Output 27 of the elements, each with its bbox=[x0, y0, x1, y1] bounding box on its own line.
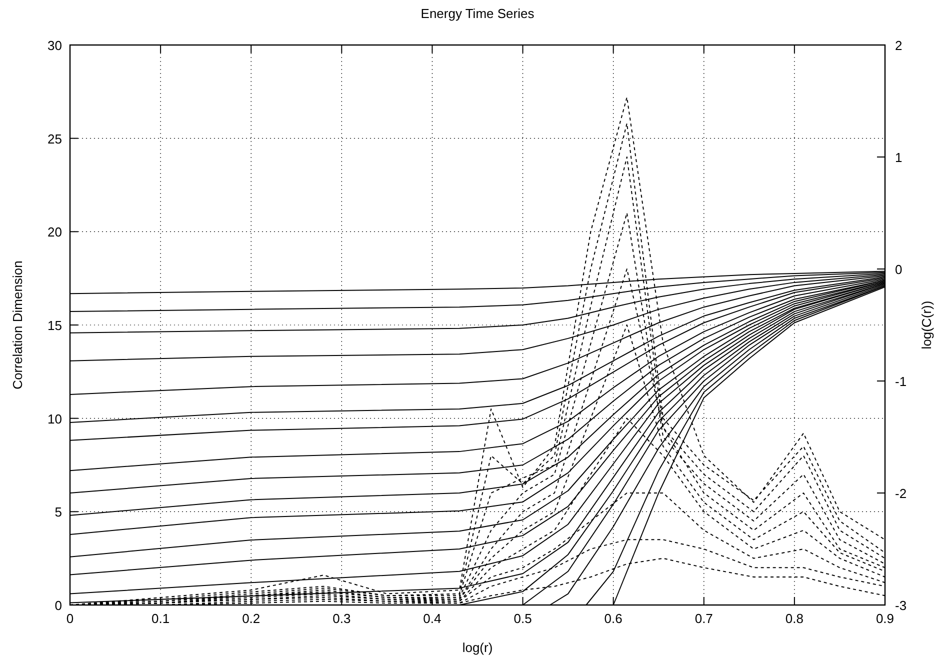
y-axis-title: Correlation Dimension bbox=[10, 260, 25, 390]
y-tick-label: 15 bbox=[48, 318, 62, 333]
y2-axis-title: log(C(r)) bbox=[919, 300, 934, 350]
y2-tick-label: -1 bbox=[895, 374, 907, 389]
x-tick-label: 0.5 bbox=[514, 611, 532, 626]
y-tick-label: 25 bbox=[48, 131, 62, 146]
y2-tick-label: 1 bbox=[895, 150, 902, 165]
x-tick-label: 0.6 bbox=[604, 611, 622, 626]
x-tick-label: 0.3 bbox=[332, 611, 351, 626]
x-tick-label: 0.9 bbox=[876, 611, 894, 626]
x-tick-label: 0.4 bbox=[423, 611, 442, 626]
x-tick-label: 0 bbox=[66, 611, 74, 626]
y-tick-label: 5 bbox=[54, 504, 62, 520]
y2-tick-label: 2 bbox=[895, 38, 902, 53]
x-tick-label: 0.8 bbox=[785, 611, 804, 626]
y2-tick-label: 0 bbox=[895, 262, 902, 277]
y2-tick-label: -3 bbox=[895, 598, 907, 613]
x-tick-label: 0.2 bbox=[242, 611, 260, 626]
y-tick-label: 0 bbox=[54, 598, 62, 613]
y-tick-label: 30 bbox=[48, 38, 62, 53]
y-tick-label: 20 bbox=[48, 224, 62, 240]
x-axis-title: log(r) bbox=[462, 640, 493, 655]
x-tick-label: 0.1 bbox=[152, 611, 170, 626]
y2-tick-label: -2 bbox=[895, 486, 907, 501]
x-tick-label: 0.7 bbox=[694, 611, 713, 626]
y-tick-label: 10 bbox=[48, 411, 62, 426]
chart-title: Energy Time Series bbox=[420, 6, 535, 21]
